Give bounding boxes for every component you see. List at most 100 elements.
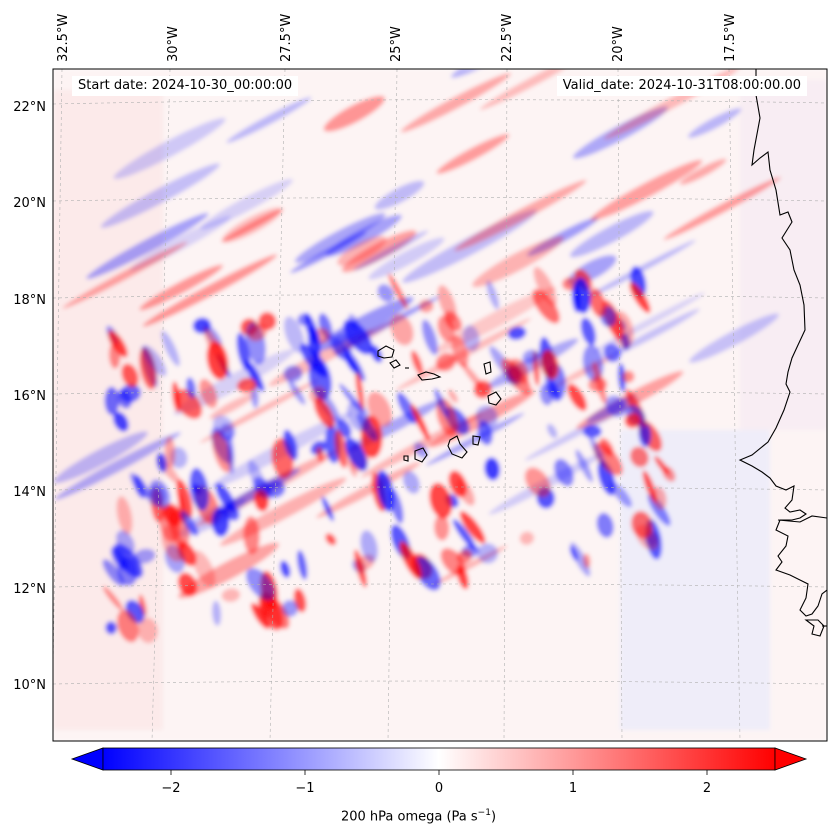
- omega-band: [178, 542, 279, 599]
- omega-cell: [109, 342, 121, 369]
- omega-cell: [243, 516, 260, 555]
- omega-band: [209, 393, 256, 420]
- omega-cell: [435, 352, 456, 372]
- omega-cell: [104, 386, 120, 416]
- omega-cell: [113, 543, 144, 579]
- omega-cell: [434, 515, 450, 541]
- omega-band: [353, 230, 429, 271]
- omega-cell: [631, 511, 653, 539]
- omega-band: [341, 230, 417, 273]
- omega-cell: [360, 530, 378, 563]
- omega-cell: [399, 541, 422, 580]
- lon-label: 17.5°W: [723, 14, 738, 62]
- lat-label: 12°N: [13, 582, 46, 597]
- omega-cell: [473, 380, 492, 399]
- omega-band: [294, 212, 386, 263]
- lon-label: 22.5°W: [500, 14, 515, 62]
- omega-cell: [532, 289, 560, 324]
- omega-cell: [588, 376, 608, 393]
- omega-band: [200, 178, 293, 230]
- omega-cells: [102, 266, 676, 644]
- coastlines: [377, 69, 827, 637]
- omega-band: [54, 432, 181, 500]
- omega-band: [569, 210, 654, 258]
- valid-date-label: Valid_date: 2024-10-31T08:00:00.00: [556, 76, 807, 96]
- omega-cell: [321, 496, 334, 522]
- omega-cell: [540, 349, 559, 380]
- omega-cell: [475, 405, 498, 429]
- omega-cell: [647, 493, 671, 526]
- island-sao-nicolau: [417, 371, 442, 381]
- omega-cell: [599, 438, 614, 457]
- omega-cell: [227, 434, 235, 475]
- omega-cell: [156, 452, 167, 473]
- omega-cell: [219, 423, 235, 442]
- omega-cell: [121, 363, 139, 388]
- colorbar-label-text: 200 hPa omega (Pa s: [340, 809, 478, 825]
- omega-cell: [629, 282, 651, 314]
- omega-cell: [221, 588, 241, 602]
- omega-cell: [390, 314, 414, 346]
- omega-cell: [402, 470, 420, 494]
- lon-label: 20°W: [611, 26, 626, 62]
- omega-cell: [609, 481, 633, 508]
- omega-band: [226, 97, 312, 143]
- omega-cell: [236, 332, 251, 371]
- omega-cell: [437, 285, 457, 322]
- omega-cell: [279, 560, 291, 578]
- omega-cell: [265, 480, 286, 498]
- omega-cell: [250, 602, 270, 630]
- omega-cell: [603, 343, 622, 363]
- omega-cell: [297, 550, 308, 580]
- omega-cell: [102, 559, 125, 587]
- lon-labels: 32.5°W 30°W 27.5°W 25°W 22.5°W 20°W 17.5…: [56, 14, 738, 62]
- omega-cell: [245, 568, 275, 601]
- omega-band: [53, 431, 148, 484]
- omega-cell: [248, 460, 268, 499]
- africa-coastline: [738, 69, 827, 617]
- omega-cell: [164, 436, 176, 469]
- omega-cell: [388, 273, 408, 310]
- omega-cell: [548, 379, 561, 400]
- lat-label: 16°N: [13, 389, 46, 404]
- omega-band: [368, 237, 445, 280]
- omega-cell: [411, 350, 424, 375]
- omega-cell: [370, 344, 383, 363]
- omega-cell: [456, 478, 475, 506]
- omega-cell: [522, 349, 540, 364]
- omega-band: [374, 180, 425, 210]
- omega-band: [323, 96, 385, 132]
- omega-cell: [171, 381, 181, 413]
- lat-label: 20°N: [13, 196, 46, 211]
- omega-cell: [211, 431, 232, 473]
- omega-cell: [433, 388, 449, 418]
- omega-band: [100, 163, 220, 228]
- omega-cell: [622, 370, 635, 383]
- colorbar-tick: 2: [703, 781, 711, 796]
- lon-label: 30°W: [166, 26, 181, 62]
- omega-band: [142, 254, 278, 327]
- omega-cell: [638, 421, 651, 448]
- omega-cell: [260, 592, 290, 630]
- omega-band: [425, 412, 525, 466]
- omega-cell: [377, 284, 394, 303]
- omega-cell: [283, 429, 298, 461]
- omega-band: [316, 461, 421, 519]
- omega-cell: [501, 358, 532, 395]
- omega-band: [86, 213, 209, 279]
- omega-band: [401, 72, 511, 133]
- island-fogo: [414, 447, 428, 463]
- colorbar: −2 −1 0 1 2: [70, 747, 808, 796]
- omega-cell: [519, 531, 535, 545]
- omega-cell: [288, 379, 306, 405]
- omega-cell: [339, 383, 365, 415]
- omega-cell: [133, 474, 146, 499]
- omega-cell: [652, 486, 667, 510]
- omega-cell: [177, 572, 198, 597]
- omega-cell: [189, 467, 210, 512]
- omega-cell: [119, 384, 141, 403]
- omega-band: [113, 117, 226, 180]
- omega-cell: [421, 319, 438, 356]
- omega-cell: [308, 386, 327, 403]
- omega-cell: [546, 423, 558, 439]
